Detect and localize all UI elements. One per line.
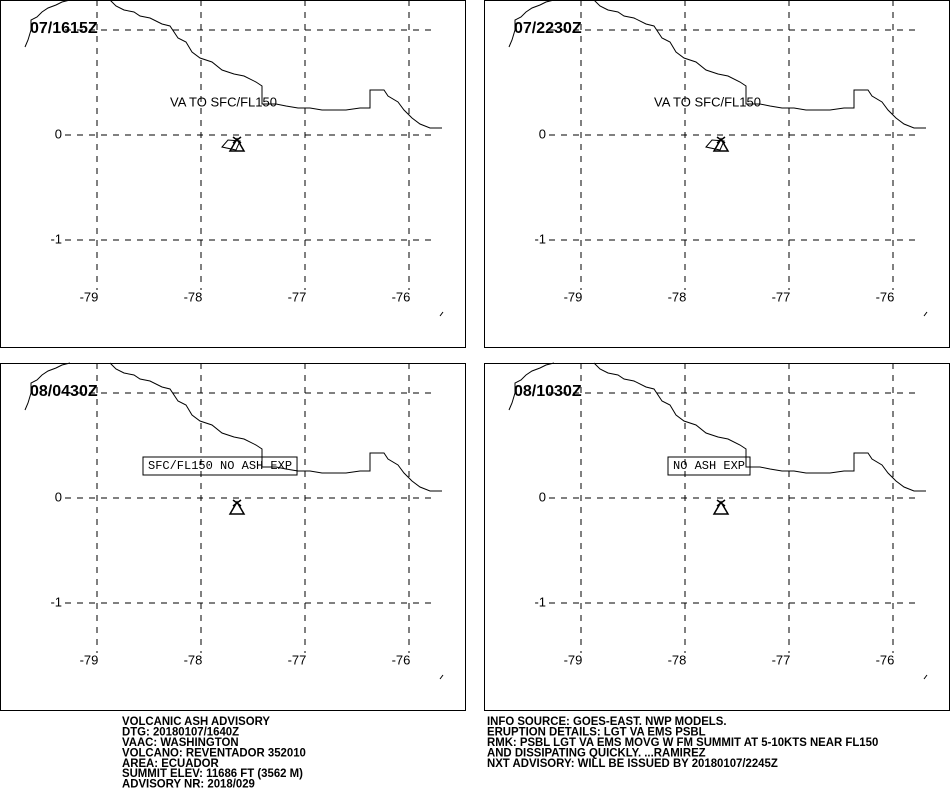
lat-label: 0 xyxy=(55,126,62,141)
corner-mark xyxy=(923,674,928,680)
map-panel: -79 -78 -77 -76 0 -1 07/1615Z VA TO SFC/FL150 xyxy=(0,0,466,348)
lon-label: -78 xyxy=(184,289,203,304)
volcano-symbol xyxy=(228,499,246,515)
lon-label: -76 xyxy=(392,289,411,304)
lat-label: -1 xyxy=(534,594,546,609)
advisory-line: NXT ADVISORY: WILL BE ISSUED BY 20180107… xyxy=(487,757,778,770)
advisory-line: RMK: PSBL LGT VA EMS MOVG W FM SUMMIT AT… xyxy=(487,736,879,749)
lon-label: -76 xyxy=(392,652,411,667)
ash-label: SFC/FL150 NO ASH EXP xyxy=(148,459,292,473)
lon-label: -77 xyxy=(288,289,307,304)
lon-label: -78 xyxy=(184,652,203,667)
lon-label: -77 xyxy=(772,652,791,667)
lon-label: -76 xyxy=(876,289,895,304)
lon-label: -79 xyxy=(80,289,99,304)
advisory-line: INFO SOURCE: GOES-EAST. NWP MODELS. xyxy=(487,715,727,728)
advisory-line: VOLCANIC ASH ADVISORY xyxy=(122,715,270,728)
advisory-line: SUMMIT ELEV: 11686 FT (3562 M) xyxy=(122,767,303,780)
valid-time: 08/0430Z xyxy=(30,383,98,400)
map-panel: -79 -78 -77 -76 0 -1 08/0430Z SFC/FL150 NO ASH … xyxy=(0,362,466,711)
ash-label: VA TO SFC/FL150 xyxy=(170,94,277,109)
map-panel: -79 -78 -77 -76 0 -1 07/2230Z VA TO SFC/FL150 xyxy=(484,0,950,348)
valid-time: 08/1030Z xyxy=(514,383,582,400)
lon-label: -77 xyxy=(288,652,307,667)
label-box xyxy=(142,456,298,476)
ash-label: VA TO SFC/FL150 xyxy=(654,94,761,109)
border-line xyxy=(508,0,926,129)
lat-label: 0 xyxy=(539,489,546,504)
border-line xyxy=(508,362,926,492)
corner-mark xyxy=(923,311,928,317)
advisory-line: VAAC: WASHINGTON xyxy=(122,736,239,749)
lon-label: -79 xyxy=(564,652,583,667)
lon-label: -78 xyxy=(668,289,687,304)
volcano-symbol xyxy=(712,499,730,515)
lat-label: 0 xyxy=(539,126,546,141)
advisory-line: DTG: 20180107/1640Z xyxy=(122,725,239,738)
lat-label: -1 xyxy=(534,231,546,246)
ash-label: NO ASH EXP xyxy=(673,459,745,473)
border-line xyxy=(24,362,442,492)
advisory-line: VOLCANO: REVENTADOR 352010 xyxy=(122,746,306,759)
lat-label: -1 xyxy=(50,231,62,246)
border-line xyxy=(24,0,442,129)
corner-mark xyxy=(439,311,444,317)
ash-area xyxy=(705,139,725,151)
lon-label: -79 xyxy=(564,289,583,304)
corner-mark xyxy=(439,674,444,680)
valid-time: 07/1615Z xyxy=(30,20,98,37)
valid-time: 07/2230Z xyxy=(514,20,582,37)
advisory-line: ERUPTION DETAILS: LGT VA EMS PSBL xyxy=(487,725,706,738)
lon-label: -79 xyxy=(80,652,99,667)
map-panel: -79 -78 -77 -76 0 -1 08/1030Z NO ASH EXP xyxy=(484,362,950,711)
advisory-line: ADVISORY NR: 2018/029 xyxy=(122,777,255,790)
lon-label: -76 xyxy=(876,652,895,667)
advisory-line: AND DISSIPATING QUICKLY. ...RAMIREZ xyxy=(487,746,706,759)
lon-label: -77 xyxy=(772,289,791,304)
panel-frame xyxy=(0,363,466,711)
lon-label: -78 xyxy=(668,652,687,667)
panel-frame xyxy=(0,0,466,348)
label-box xyxy=(667,456,751,476)
lat-label: -1 xyxy=(50,594,62,609)
ash-area xyxy=(221,139,241,151)
lat-label: 0 xyxy=(55,489,62,504)
advisory-line: AREA: ECUADOR xyxy=(122,757,219,770)
